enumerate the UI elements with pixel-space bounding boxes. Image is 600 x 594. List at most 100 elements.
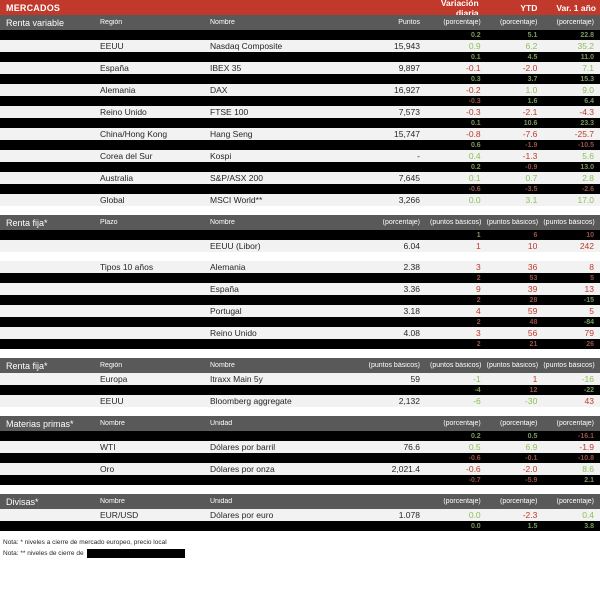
cell-value: - [417, 151, 420, 161]
column-header-1: Nombre [100, 420, 125, 427]
redacted-row: 0.2 0.5 -16.1 [0, 431, 600, 441]
cell-variacion-diaria: -6 [473, 396, 481, 406]
cell-variacion-diaria: 2 [476, 340, 481, 348]
section-title: Renta variable [0, 17, 96, 28]
cell-variacion-diaria: -4 [474, 386, 481, 394]
cell-variacion-diaria: 0.3 [470, 75, 481, 83]
cell-col1: Europa [100, 374, 128, 384]
column-header-6: (porcentaje) [556, 420, 595, 427]
section-rows: 0.2 5.1 22.8 EEUU Nasdaq Composite 15,943 0.9 6… [0, 30, 600, 206]
cell-var-1-ano: 26 [586, 340, 595, 348]
cell-ytd: 12 [529, 386, 538, 394]
cell-value: 2,021.4 [391, 464, 420, 474]
cell-ytd: 1.5 [527, 522, 538, 530]
column-header-3: (puntos básicos) [368, 362, 420, 369]
cell-ytd: 5.1 [527, 31, 538, 39]
cell-value: 2.38 [403, 262, 420, 272]
cell-variacion-diaria: -1 [473, 374, 481, 384]
cell-var-1-ano: -10.8 [578, 454, 595, 462]
cell-ytd: 39 [527, 284, 538, 294]
cell-variacion-diaria: 0.0 [470, 522, 481, 530]
cell-value: 16,927 [394, 85, 420, 95]
cell-var-1-ano: 13.0 [580, 163, 595, 171]
redacted-row: 2 21 26 [0, 339, 600, 349]
cell-var-1-ano: 242 [579, 241, 595, 251]
cell-col2: EEUU (Libor) [210, 241, 261, 251]
table-row: Corea del Sur Kospi - 0.4 -1.3 5.6 [0, 150, 600, 162]
section-gap [0, 485, 600, 494]
cell-variacion-diaria: 0.2 [470, 31, 481, 39]
table-row: Global MSCI World** 3,266 0.0 3.1 17.0 [0, 194, 600, 206]
cell-variacion-diaria: 0.4 [468, 151, 481, 161]
cell-col2: Nasdaq Composite [210, 41, 283, 51]
cell-ytd: -2.3 [522, 510, 538, 520]
cell-var-1-ano: -4.3 [579, 107, 595, 117]
cell-var-1-ano: 11.0 [580, 53, 595, 61]
cell-var-1-ano: 3.8 [584, 522, 595, 530]
section-gap [0, 206, 600, 215]
cell-variacion-diaria: 0.5 [468, 442, 481, 452]
cell-variacion-diaria: -0.1 [466, 63, 481, 73]
cell-col2: Kospi [210, 151, 232, 161]
cell-ytd: -2.0 [522, 63, 538, 73]
table-row: Reino Unido 4.08 3 56 79 [0, 327, 600, 339]
cell-var-1-ano: -10.5 [578, 141, 595, 149]
table-row [0, 252, 600, 261]
cell-var-1-ano: 5.6 [582, 151, 595, 161]
title-bar: MERCADOS Variación diaria YTD Var. 1 año [0, 0, 600, 18]
column-header-4: (puntos básicos) [430, 362, 482, 369]
footnote-text: Nota: * niveles a cierre de mercado euro… [3, 539, 167, 546]
redacted-row: -0.3 1.6 6.4 [0, 96, 600, 106]
cell-var-1-ano: 8 [589, 262, 595, 272]
cell-var-1-ano: 5 [590, 274, 595, 282]
cell-ytd: -3.5 [525, 185, 538, 193]
cell-ytd: 56 [527, 328, 538, 338]
cell-ytd: 0.7 [525, 173, 538, 183]
footnote-2: Nota: ** niveles de cierre de [3, 548, 600, 559]
cell-variacion-diaria: 0.2 [470, 432, 481, 440]
cell-col2: S&P/ASX 200 [210, 173, 263, 183]
cell-variacion-diaria: 0.0 [468, 195, 481, 205]
cell-ytd: 3.1 [525, 195, 538, 205]
redacted-row: 2 48 -84 [0, 317, 600, 327]
cell-value: 7,573 [398, 107, 420, 117]
cell-variacion-diaria: 4 [475, 306, 481, 316]
cell-col2: Bloomberg aggregate [210, 396, 292, 406]
cell-variacion-diaria: 0.9 [468, 41, 481, 51]
section-header: Renta fija* Plazo Nombre (porcentaje) (punto… [0, 215, 600, 230]
cell-col1: Global [100, 195, 125, 205]
cell-col1: Tipos 10 años [100, 262, 154, 272]
cell-ytd: 28 [529, 296, 538, 304]
section-header: Materias primas* Nombre Unidad (porcentaje)… [0, 416, 600, 431]
cell-variacion-diaria: 0.1 [470, 53, 481, 61]
cell-variacion-diaria: 0.6 [470, 141, 481, 149]
cell-var-1-ano: -25.7 [574, 129, 595, 139]
cell-variacion-diaria: 3 [475, 328, 481, 338]
table-row: EEUU Nasdaq Composite 15,943 0.9 6.2 35.2 [0, 40, 600, 52]
cell-value: 3,266 [398, 195, 420, 205]
cell-variacion-diaria: -0.3 [468, 97, 481, 105]
section-1: Renta variable Región Nombre Puntos (porcent… [0, 15, 600, 206]
cell-variacion-diaria: -0.8 [466, 129, 481, 139]
column-header-4: (porcentaje) [443, 420, 481, 427]
cell-var-1-ano: -2.6 [581, 185, 595, 193]
column-header-6: (puntos básicos) [543, 219, 595, 226]
footnote-text: Nota: ** niveles de cierre de [3, 550, 84, 557]
table-row: WTI Dólares por barril 76.6 0.5 6.9 -1.9 [0, 441, 600, 453]
redacted-row: 2 28 -15 [0, 295, 600, 305]
section-rows: EUR/USD Dólares por euro 1.078 0.0 -2.3 0.4 0.… [0, 509, 600, 531]
column-header-2: Unidad [210, 420, 233, 427]
cell-ytd: 10.6 [523, 119, 538, 127]
cell-var-1-ano: 15.3 [580, 75, 595, 83]
cell-col2: Reino Unido [210, 328, 257, 338]
cell-var-1-ano: 22.8 [580, 31, 595, 39]
cell-col1: Corea del Sur [100, 151, 153, 161]
cell-var-1-ano: -16.1 [578, 432, 595, 440]
column-header-2: Unidad [210, 498, 233, 505]
cell-var-1-ano: 6.4 [584, 97, 595, 105]
cell-var-1-ano: -22 [583, 386, 595, 394]
cell-value: 3.18 [403, 306, 420, 316]
cell-ytd: 59 [527, 306, 538, 316]
cell-value: 15,747 [394, 129, 420, 139]
cell-col1: WTI [100, 442, 116, 452]
